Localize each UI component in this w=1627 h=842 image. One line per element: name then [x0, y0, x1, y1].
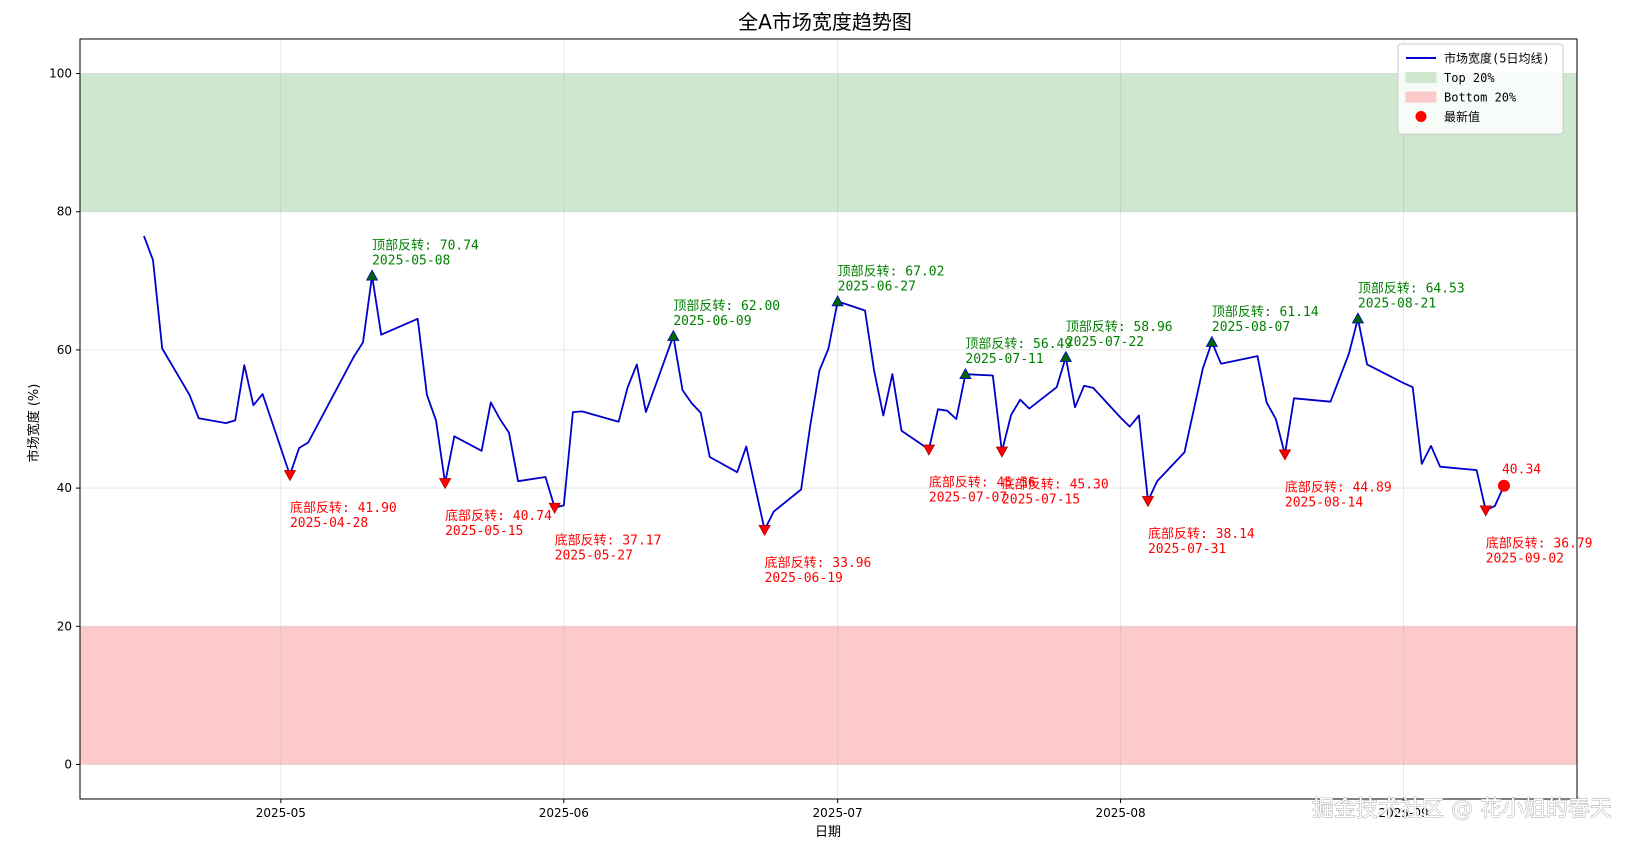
- bottom-reversal-date: 2025-04-28: [290, 516, 368, 531]
- bottom-reversal-label: 底部反转: 41.90: [290, 500, 397, 516]
- legend-entry-label: 市场宽度(5日均线): [1444, 51, 1550, 66]
- bottom-reversal-marker: [548, 502, 561, 514]
- top-reversal-label: 顶部反转: 62.00: [673, 299, 780, 314]
- bottom-20-band: [80, 626, 1577, 765]
- bottom-reversal-marker: [1141, 496, 1155, 508]
- watermark: 掘金技术社区 @ 花小姐的春天: [1312, 797, 1612, 822]
- bottom-reversal-marker: [922, 444, 936, 456]
- legend: 市场宽度(5日均线) Top 20% Bottom 20% 最新值: [1397, 43, 1564, 135]
- bottom-reversal-label: 底部反转: 36.79: [1486, 535, 1593, 551]
- top-reversal-label: 顶部反转: 67.02: [838, 264, 945, 279]
- y-tick-label: 60: [57, 343, 72, 357]
- top-reversal-marker: [1205, 335, 1219, 347]
- bottom-reversal-label: 底部反转: 45.30: [1002, 476, 1109, 492]
- bottom-reversal-date: 2025-07-07: [929, 490, 1007, 505]
- legend-entry-label: Top 20%: [1444, 71, 1495, 85]
- top-reversal-marker: [959, 367, 972, 379]
- bottom-reversal-marker: [995, 446, 1009, 458]
- legend-swatch-patch: [1405, 91, 1437, 103]
- legend-entry-label: Bottom 20%: [1444, 91, 1517, 105]
- top-reversal-label: 顶部反转: 70.74: [372, 239, 479, 254]
- x-tick-label: 2025-09: [1378, 806, 1428, 820]
- top-reversal-label: 顶部反转: 61.14: [1212, 305, 1319, 320]
- bottom-reversal-label: 底部反转: 40.74: [445, 508, 552, 524]
- bottom-reversal-date: 2025-06-19: [765, 571, 843, 586]
- bottom-reversal-label: 底部反转: 37.17: [555, 533, 662, 549]
- top-reversal-label: 顶部反转: 58.96: [1066, 320, 1173, 335]
- y-tick-label: 80: [57, 205, 72, 219]
- legend-swatch-dot: [1415, 111, 1427, 122]
- y-tick-label: 40: [57, 481, 72, 495]
- top-reversal-label: 顶部反转: 56.49: [965, 337, 1072, 352]
- bottom-reversal-marker: [1479, 505, 1492, 517]
- bottom-reversal-marker: [438, 478, 452, 490]
- bottom-reversal-label: 底部反转: 45.56: [929, 474, 1036, 490]
- chart-title: 全A市场宽度趋势图: [738, 10, 912, 34]
- x-tick-label: 2025-05: [256, 806, 306, 820]
- bottom-reversal-date: 2025-07-15: [1002, 492, 1080, 507]
- x-tick-label: 2025-06: [539, 806, 589, 820]
- x-tick-label: 2025-07: [813, 806, 863, 820]
- x-axis: 2025-05 2025-06 2025-07 2025-08 2025-09: [256, 799, 1429, 820]
- y-tick-label: 100: [49, 67, 72, 81]
- threshold-bands: [80, 73, 1577, 765]
- top-reversal-date: 2025-07-22: [1066, 335, 1144, 350]
- bottom-reversal-date: 2025-05-27: [555, 549, 633, 564]
- bottom-reversal-marker: [758, 525, 771, 537]
- x-tick-label: 2025-08: [1096, 806, 1146, 820]
- top-reversal-marker: [667, 329, 680, 341]
- x-axis-title: 日期: [815, 825, 841, 840]
- top-reversal-label: 顶部反转: 64.53: [1358, 282, 1465, 297]
- y-tick-label: 0: [64, 757, 72, 771]
- top-reversal-date: 2025-08-21: [1358, 297, 1436, 312]
- plot-frame: [79, 38, 1578, 800]
- bottom-reversal-marker: [283, 470, 297, 482]
- bottom-reversal-label: 底部反转: 38.14: [1148, 526, 1255, 542]
- y-axis: 0 20 40 60 80 100: [49, 67, 80, 771]
- legend-entry-label: 最新值: [1444, 109, 1480, 124]
- top-reversal-date: 2025-07-11: [965, 352, 1043, 367]
- top-reversal-marker: [365, 269, 379, 281]
- legend-box: [1397, 43, 1564, 135]
- bottom-reversal-label: 底部反转: 44.89: [1285, 479, 1392, 495]
- y-tick-label: 20: [57, 619, 72, 633]
- latest-value-label: 40.34: [1502, 463, 1541, 478]
- bottom-reversal-date: 2025-07-31: [1148, 542, 1226, 557]
- top-reversal-date: 2025-05-08: [372, 254, 450, 269]
- bottom-reversal-label: 底部反转: 33.96: [765, 555, 872, 571]
- latest-value-dot: [1497, 479, 1510, 492]
- top-reversal-marker: [1351, 312, 1365, 324]
- top-reversal-marker: [831, 295, 844, 307]
- reversal-markers: [283, 269, 1510, 537]
- bottom-reversal-date: 2025-08-14: [1285, 495, 1363, 510]
- legend-swatch-patch: [1405, 72, 1437, 83]
- bottom-reversal-date: 2025-09-02: [1486, 551, 1564, 566]
- y-axis-title: 市场宽度 (%): [26, 384, 42, 463]
- top-reversal-date: 2025-06-09: [673, 314, 751, 329]
- top-reversal-date: 2025-08-07: [1212, 320, 1290, 335]
- top-20-band: [80, 73, 1577, 212]
- top-reversal-date: 2025-06-27: [838, 279, 916, 294]
- top-reversal-marker: [1059, 350, 1073, 362]
- bottom-reversal-date: 2025-05-15: [445, 524, 523, 539]
- bottom-reversal-marker: [1278, 449, 1292, 461]
- grid-lines: [80, 39, 1577, 799]
